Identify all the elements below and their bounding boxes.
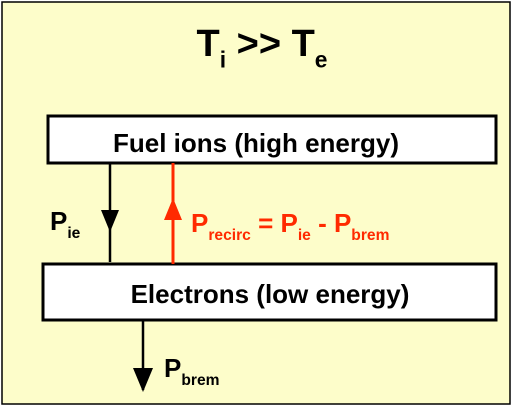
label-base: P bbox=[191, 208, 208, 238]
brem-arrow-head bbox=[133, 368, 153, 392]
arrow-label: Pie bbox=[50, 206, 81, 242]
label-sub: e bbox=[315, 46, 328, 72]
label-base: T bbox=[197, 23, 220, 65]
label-base: P bbox=[164, 353, 181, 383]
label-base: = P bbox=[251, 208, 298, 238]
electron-box bbox=[41, 262, 498, 322]
label-sub: i bbox=[220, 46, 226, 72]
label-sub: ie bbox=[298, 227, 311, 244]
box-label: Fuel ions (high energy) bbox=[113, 128, 399, 158]
arrow-label: Precirc = Pie - Pbrem bbox=[191, 208, 389, 244]
pie-arrow-head bbox=[101, 210, 119, 232]
label-sub: recirc bbox=[208, 227, 251, 244]
title: Ti >> Te bbox=[197, 23, 328, 72]
arrow-label: Pbrem bbox=[164, 353, 219, 389]
fuel-box bbox=[46, 114, 498, 165]
label-sub: brem bbox=[181, 372, 219, 389]
label-sub: ie bbox=[67, 225, 80, 242]
label-base: - P bbox=[311, 208, 351, 238]
label-base: P bbox=[50, 206, 67, 236]
box-label: Electrons (low energy) bbox=[131, 279, 410, 309]
label-base: >> T bbox=[226, 23, 315, 65]
label-sub: brem bbox=[351, 227, 389, 244]
recirc-arrow-head bbox=[164, 198, 182, 220]
